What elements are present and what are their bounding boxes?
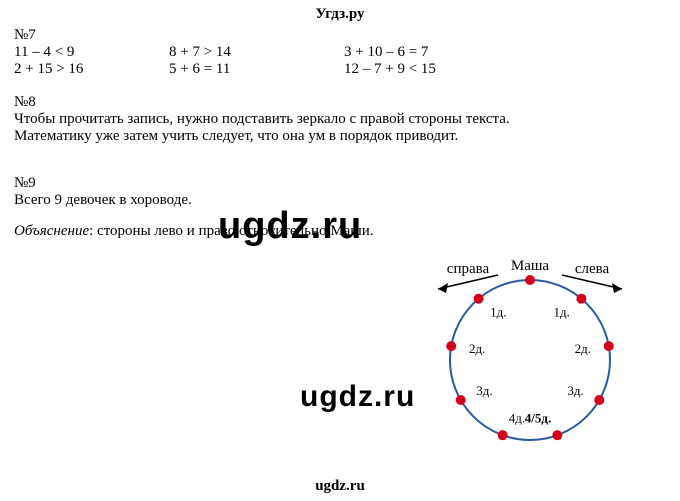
sec9-explanation: Объяснение: стороны лево и право относит… <box>14 223 666 240</box>
section-8: №8 Чтобы прочитать запись, нужно подстав… <box>0 78 680 145</box>
sec9-title: №9 <box>14 175 666 192</box>
svg-text:Маша: Маша <box>511 258 550 274</box>
page-footer: ugdz.ru <box>0 478 680 495</box>
section-7: №7 11 – 4 < 9 8 + 7 > 14 3 + 10 – 6 = 7 … <box>0 23 680 78</box>
svg-text:2д.: 2д. <box>575 341 591 356</box>
svg-text:1д.: 1д. <box>553 305 569 320</box>
eq-cell: 12 – 7 + 9 < 15 <box>344 61 436 78</box>
section-9: №9 Всего 9 девочек в хороводе. Объяснени… <box>0 145 680 240</box>
svg-text:2д.: 2д. <box>469 341 485 356</box>
sec8-title: №8 <box>14 94 666 111</box>
explanation-label: Объяснение <box>14 223 89 239</box>
eq-cell: 2 + 15 > 16 <box>14 61 169 78</box>
eq-cell: 11 – 4 < 9 <box>14 44 169 61</box>
sec9-line1: Всего 9 девочек в хороводе. <box>14 192 666 209</box>
eq-row-1: 2 + 15 > 16 5 + 6 = 11 12 – 7 + 9 < 15 <box>14 61 666 78</box>
eq-cell: 5 + 6 = 11 <box>169 61 344 78</box>
svg-text:3д.: 3д. <box>567 383 583 398</box>
eq-row-0: 11 – 4 < 9 8 + 7 > 14 3 + 10 – 6 = 7 <box>14 44 666 61</box>
svg-text:1д.: 1д. <box>490 305 506 320</box>
eq-cell: 8 + 7 > 14 <box>169 44 344 61</box>
svg-text:4д.: 4д. <box>509 410 525 425</box>
sec8-line2: Математику уже затем учить следует, что … <box>14 128 666 145</box>
svg-text:3д.: 3д. <box>476 383 492 398</box>
svg-text:4/5д.: 4/5д. <box>525 410 551 425</box>
eq-cell: 3 + 10 – 6 = 7 <box>344 44 428 61</box>
page-header: Угдз.ру <box>0 0 680 23</box>
svg-text:слева: слева <box>575 261 610 277</box>
sec7-title: №7 <box>14 27 666 44</box>
sec8-line1: Чтобы прочитать запись, нужно подставить… <box>14 111 666 128</box>
svg-text:справа: справа <box>447 261 490 277</box>
explanation-text: : стороны лево и право относительно Маши… <box>89 223 373 239</box>
circle-diagram: Маша справа слева 1д. 2д. 3д. 4/5д.4д. 3д. 2д. 1д… <box>395 245 665 460</box>
